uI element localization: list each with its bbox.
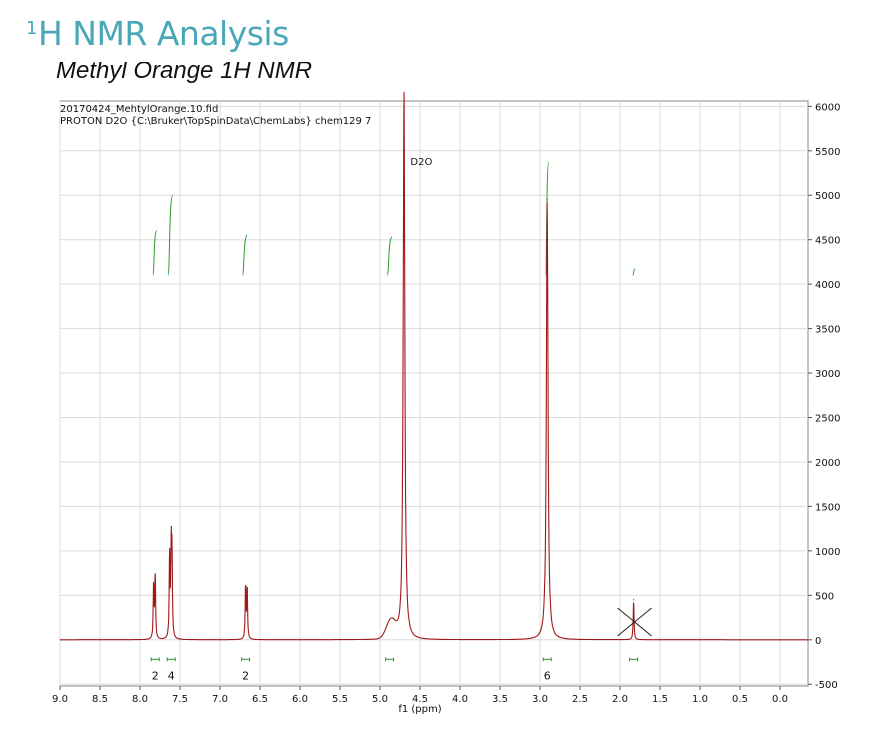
x-tick-label: 8.5 [92,694,108,705]
page-heading: 1H NMR Analysis [26,14,289,53]
peak-point [403,100,405,102]
integration-value-label: 2 [242,669,249,682]
heading-title: H NMR Analysis [37,14,289,53]
x-tick-label: 9.0 [52,694,68,705]
chart-axes: 9.0 8.5 8.0 7.5 7.0 6.5 6.0 5.5 5.0 4.5 4.0 3.5 3.0 2… [52,102,840,715]
y-tick-label: 3000 [815,369,840,380]
integral-curves [152,160,636,276]
peak-point [169,554,171,556]
x-axis-title: f1 (ppm) [398,704,441,715]
x-tick-label: 0.5 [732,694,748,705]
y-tick-label: 4000 [815,280,840,291]
peak-point [633,599,635,601]
x-tick-label: 6.0 [292,694,308,705]
y-tick-label: 6000 [815,102,840,113]
x-tick-label: 5.0 [372,694,388,705]
x-tick-label: 3.0 [532,694,548,705]
crossed-peak-mark [617,607,652,637]
integral-curve [167,194,174,276]
integration-value-label: 6 [544,669,551,682]
integration-value-label: 4 [168,669,175,682]
integral-curve [152,230,158,276]
spectrum-layer: D2O [60,91,808,641]
x-tick-label: 4.5 [412,694,428,705]
heading-superscript: 1 [26,18,37,39]
integral-curve [241,234,248,276]
y-tick-label: 4500 [815,236,840,247]
integral-curve [632,268,636,276]
y-tick-label: 2000 [815,458,840,469]
y-tick-label: 1000 [815,547,840,558]
integration-value-label: 2 [152,669,159,682]
peak-point [245,584,247,587]
peak-point [170,553,172,556]
x-tick-label: 8.0 [132,694,148,705]
y-tick-label: 500 [815,591,834,602]
x-tick-label: 6.5 [252,694,268,705]
y-tick-label: 5000 [815,191,840,202]
x-tick-label: 1.0 [692,694,708,705]
x-tick-label: 7.0 [212,694,228,705]
y-tick-label: 0 [815,636,821,647]
y-tick-label: 5500 [815,147,840,158]
x-tick-label: 7.5 [172,694,188,705]
y-tick-label: 1500 [815,502,840,513]
chart-grid [59,100,809,687]
file-name-label: 20170424_MehtylOrange.10.fid [60,104,218,115]
spectrum-trace [60,91,808,641]
spectrum-caption: Methyl Orange 1H NMR [56,62,312,86]
x-tick-label: 4.0 [452,694,468,705]
x-tick-label: 2.0 [612,694,628,705]
x-tick-label: 5.5 [332,694,348,705]
y-tick-label: -500 [815,680,838,691]
peak-point [246,587,248,589]
peak-point [171,560,173,563]
caption-text: Methyl Orange 1H NMR [56,62,313,84]
peak-point [154,573,156,575]
x-tick-label: 0.0 [772,694,788,705]
y-tick-label: 2500 [815,414,840,425]
x-tick-label: 3.5 [492,694,508,705]
x-tick-label: 1.5 [652,694,668,705]
peak-point [153,584,155,586]
x-tick-label: 2.5 [572,694,588,705]
y-tick-label: 3500 [815,325,840,336]
integral-curve [386,236,393,276]
peak-point [546,199,548,201]
acquisition-info-label: PROTON D2O {C:\Bruker\TopSpinData\ChemLa… [60,116,371,127]
peak-label-d2o: D2O [410,157,432,168]
